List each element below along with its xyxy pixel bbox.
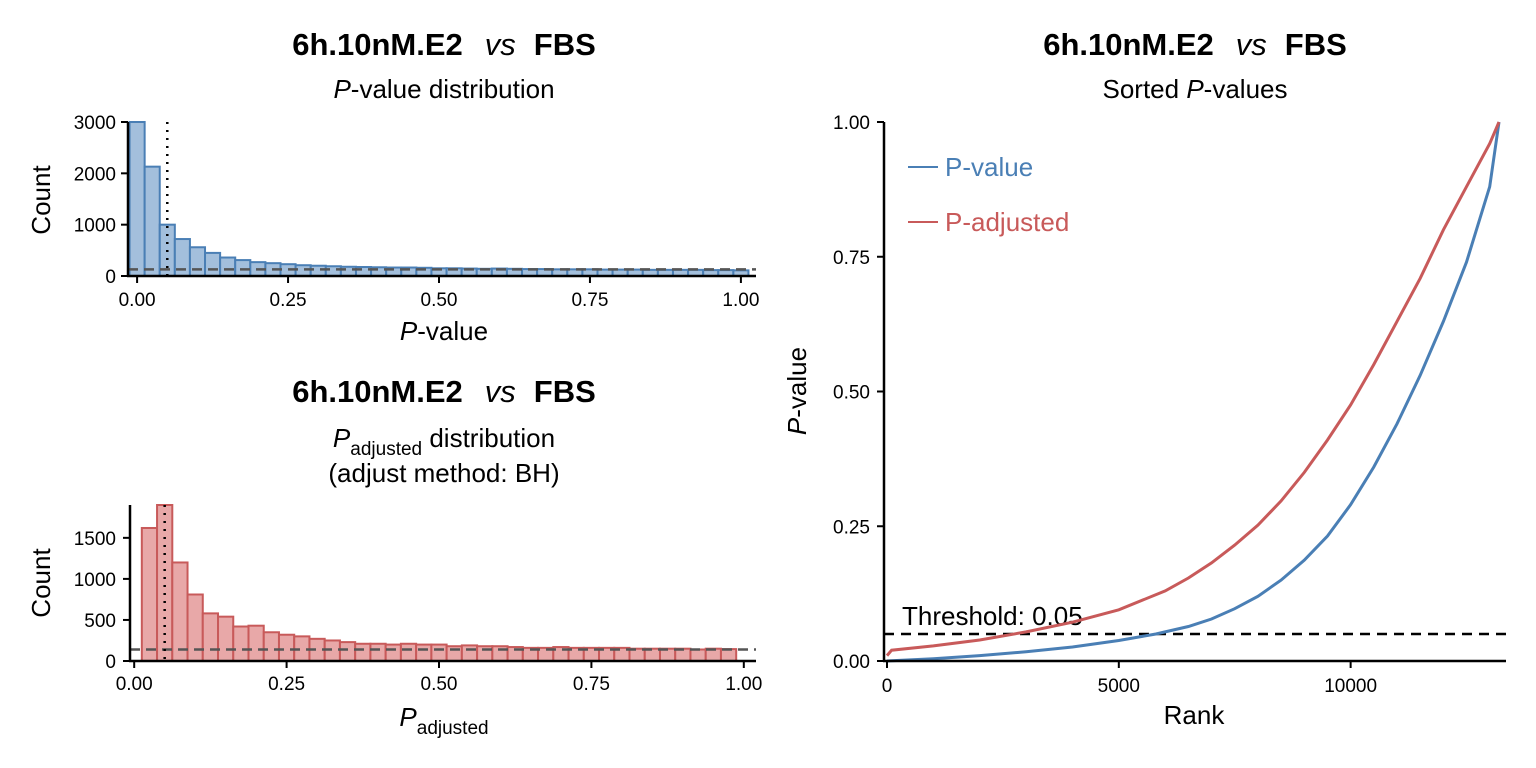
x-tick-label: 0.50 <box>421 290 458 311</box>
histogram-bar <box>232 625 250 663</box>
histogram-bar <box>399 642 418 662</box>
histogram-bar <box>188 246 207 277</box>
y-tick-label: 0.50 <box>833 383 870 404</box>
histogram-bar <box>415 643 433 662</box>
histogram-bar <box>143 165 161 277</box>
x-tick-label: 0.25 <box>268 674 305 695</box>
panel1-y-label: Count <box>26 165 56 235</box>
panel2-title: 6h.10nM.E2 vs FBS <box>292 374 596 409</box>
histogram-bar <box>369 642 387 662</box>
panel3-x-label: Rank <box>1164 700 1226 730</box>
panel2-y-label: Count <box>26 548 56 618</box>
legend-label-pvalue: P-value <box>945 152 1033 182</box>
x-tick-label: 0.00 <box>119 290 156 311</box>
panel2-y-ticks: 0 500 1000 1500 <box>74 529 130 673</box>
y-tick-label: 0.75 <box>833 248 870 269</box>
y-tick-label: 1000 <box>74 570 116 591</box>
histogram-bar <box>234 259 252 278</box>
histogram-bar <box>294 264 312 278</box>
histogram-bar <box>354 642 372 662</box>
x-tick-label: 1.00 <box>722 290 759 311</box>
histogram-bar <box>324 265 342 278</box>
x-tick-label: 0.75 <box>573 674 610 695</box>
panel3-x-ticks: 0 5000 10000 <box>882 661 1377 697</box>
y-tick-label: 500 <box>84 611 116 632</box>
histogram-bar <box>140 526 159 663</box>
x-tick-label: 0 <box>882 676 893 697</box>
histogram-bar <box>338 641 357 662</box>
histogram-bar <box>262 631 280 663</box>
panel2-subtitle-method: (adjust method: BH) <box>328 458 559 488</box>
histogram-bar <box>204 251 222 277</box>
histogram-bar <box>201 612 220 663</box>
series-line-pvalue <box>886 121 1501 663</box>
histogram-bar <box>309 264 327 278</box>
series-line-padjusted <box>885 121 1501 657</box>
panel3-title: 6h.10nM.E2 vs FBS <box>1043 27 1347 62</box>
y-tick-label: 3000 <box>74 113 116 134</box>
y-tick-label: 0 <box>105 652 116 673</box>
y-tick-label: 0.25 <box>833 517 870 538</box>
histogram-bar <box>171 561 189 663</box>
histogram-bar <box>217 615 235 662</box>
panel3-subtitle: Sorted P-values <box>1103 74 1288 104</box>
histogram-bar <box>460 644 479 663</box>
y-tick-label: 1.00 <box>833 113 870 134</box>
panel-sorted-pvalues: 6h.10nM.E2 vs FBS Sorted P-values Threshol… <box>782 27 1506 730</box>
histogram-bar <box>384 643 402 662</box>
histogram-bar <box>277 633 296 663</box>
x-tick-label: 0.75 <box>571 290 608 311</box>
y-tick-label: 0 <box>105 267 116 288</box>
panel2-x-label: Padjusted <box>399 702 488 739</box>
panel3-y-ticks: 0.00 0.25 0.50 0.75 1.00 <box>833 113 884 673</box>
panel-padjusted-histogram: 6h.10nM.E2 vs FBS Padjusted distribution (… <box>26 374 762 739</box>
y-tick-label: 2000 <box>74 164 116 185</box>
histogram-bar <box>186 593 204 663</box>
panel1-subtitle: P-value distribution <box>333 74 554 104</box>
x-tick-label: 1.00 <box>725 674 762 695</box>
x-tick-label: 5000 <box>1098 676 1140 697</box>
x-tick-label: 10000 <box>1324 676 1377 697</box>
panel2-x-ticks: 0.00 0.25 0.50 0.75 1.00 <box>116 661 762 695</box>
panel-pvalue-histogram: 6h.10nM.E2 vs FBS P-value distribution 0.0… <box>26 27 759 346</box>
histogram-bar <box>719 648 738 662</box>
y-tick-label: 1000 <box>74 216 116 237</box>
panel1-x-label: P-value <box>400 316 488 346</box>
histogram-bar <box>128 121 146 277</box>
panel1-y-ticks: 0 1000 2000 3000 <box>74 113 128 288</box>
y-tick-label: 0.00 <box>833 652 870 673</box>
legend-label-padjusted: P-adjusted <box>945 207 1069 237</box>
panel3-legend: P-value P-adjusted <box>908 152 1069 237</box>
histogram-bar <box>689 648 707 662</box>
panel3-y-label: P-value <box>782 347 812 435</box>
x-tick-label: 0.00 <box>116 674 153 695</box>
panel1-x-ticks: 0.00 0.25 0.50 0.75 1.00 <box>119 276 759 311</box>
histogram-bar <box>247 624 265 663</box>
panel2-bars <box>140 504 738 663</box>
panel1-title: 6h.10nM.E2 vs FBS <box>292 27 596 62</box>
panel2-subtitle: Padjusted distribution <box>333 423 555 460</box>
x-tick-label: 0.25 <box>270 290 307 311</box>
x-tick-label: 0.50 <box>421 674 458 695</box>
panel1-bars <box>128 121 750 278</box>
y-tick-label: 1500 <box>74 529 116 550</box>
histogram-bar <box>156 504 174 662</box>
histogram-bar <box>219 256 237 277</box>
histogram-bar <box>430 643 448 662</box>
